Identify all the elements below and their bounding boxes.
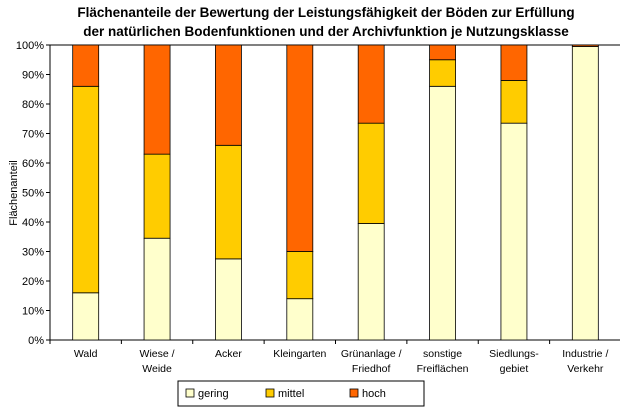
legend-label-hoch: hoch — [362, 388, 386, 400]
bar-segment-gering — [500, 122, 528, 341]
chart-title-line-2: der natürlichen Bodenfunktionen und der … — [83, 24, 569, 39]
x-category-label: Verkehr — [567, 363, 604, 375]
x-category-label: sonstige — [423, 348, 462, 360]
legend-label-gering: gering — [198, 388, 229, 400]
x-category-label: Weide — [142, 363, 172, 375]
bar-segment-hoch — [143, 44, 171, 155]
bar-segment-gering — [72, 292, 100, 341]
y-tick-label: 100% — [16, 40, 44, 52]
x-category-label: Wald — [74, 348, 98, 360]
legend-frame — [177, 380, 425, 407]
y-axis-title: Flächenanteil — [8, 160, 20, 225]
bar-segment-mittel — [143, 153, 171, 239]
bar-segment-mittel — [500, 80, 528, 124]
plot-area: 0% 10% 20% 30% 40% 50% 60% 70% 80% 90% 100% Wald Wie… — [16, 40, 620, 375]
bar-segment-gering — [215, 258, 242, 341]
legend-swatch-gering — [185, 388, 195, 398]
legend-swatch-hoch — [349, 388, 359, 398]
x-category-label: Freiflächen — [417, 363, 469, 375]
bar-segment-gering — [571, 46, 599, 341]
bar-segment-mittel — [429, 59, 456, 87]
bar-segment-hoch — [500, 44, 528, 81]
y-tick-label: 30% — [22, 247, 44, 259]
chart-title-line-1: Flächenanteile der Bewertung der Leistun… — [77, 5, 574, 20]
x-category-label: Kleingarten — [273, 348, 326, 360]
legend: gering mittel hoch — [177, 380, 425, 407]
x-category-label: Industrie / — [562, 348, 608, 360]
legend-label-mittel: mittel — [278, 388, 304, 400]
y-tick-label: 40% — [22, 217, 44, 229]
y-tick-label: 70% — [22, 129, 44, 141]
bar-segment-mittel — [286, 251, 314, 300]
bar-segment-hoch — [72, 44, 100, 87]
bar-segment-mittel — [215, 144, 242, 260]
y-tick-label: 90% — [22, 70, 44, 82]
plot-frame — [49, 44, 620, 341]
x-category-label: Grünanlage / — [341, 348, 402, 360]
y-tick-label: 80% — [22, 99, 44, 111]
bar-segment-gering — [286, 298, 314, 341]
bar-segment-hoch — [215, 44, 242, 146]
x-category-label: Wiese / — [140, 348, 175, 360]
bar-segment-mittel — [72, 85, 100, 294]
bar-segment-hoch — [357, 44, 385, 124]
legend-swatch-mittel — [265, 388, 275, 398]
y-tick-label: 0% — [28, 335, 44, 347]
y-tick-label: 10% — [22, 306, 44, 318]
bar-segment-hoch — [429, 44, 456, 61]
bar-segment-hoch — [571, 44, 599, 47]
x-category-label: Friedhof — [352, 363, 391, 375]
y-tick-label: 60% — [22, 158, 44, 170]
y-tick-label: 50% — [22, 188, 44, 200]
bar-segment-gering — [143, 237, 171, 341]
bar-segment-mittel — [357, 122, 385, 224]
bar-segment-hoch — [286, 44, 314, 252]
bar-segment-gering — [357, 223, 385, 341]
x-category-label: gebiet — [500, 363, 529, 375]
x-category-label: Siedlungs- — [489, 348, 539, 360]
bar-segment-gering — [429, 85, 456, 341]
y-tick-label: 20% — [22, 276, 44, 288]
x-category-label: Acker — [215, 348, 242, 360]
